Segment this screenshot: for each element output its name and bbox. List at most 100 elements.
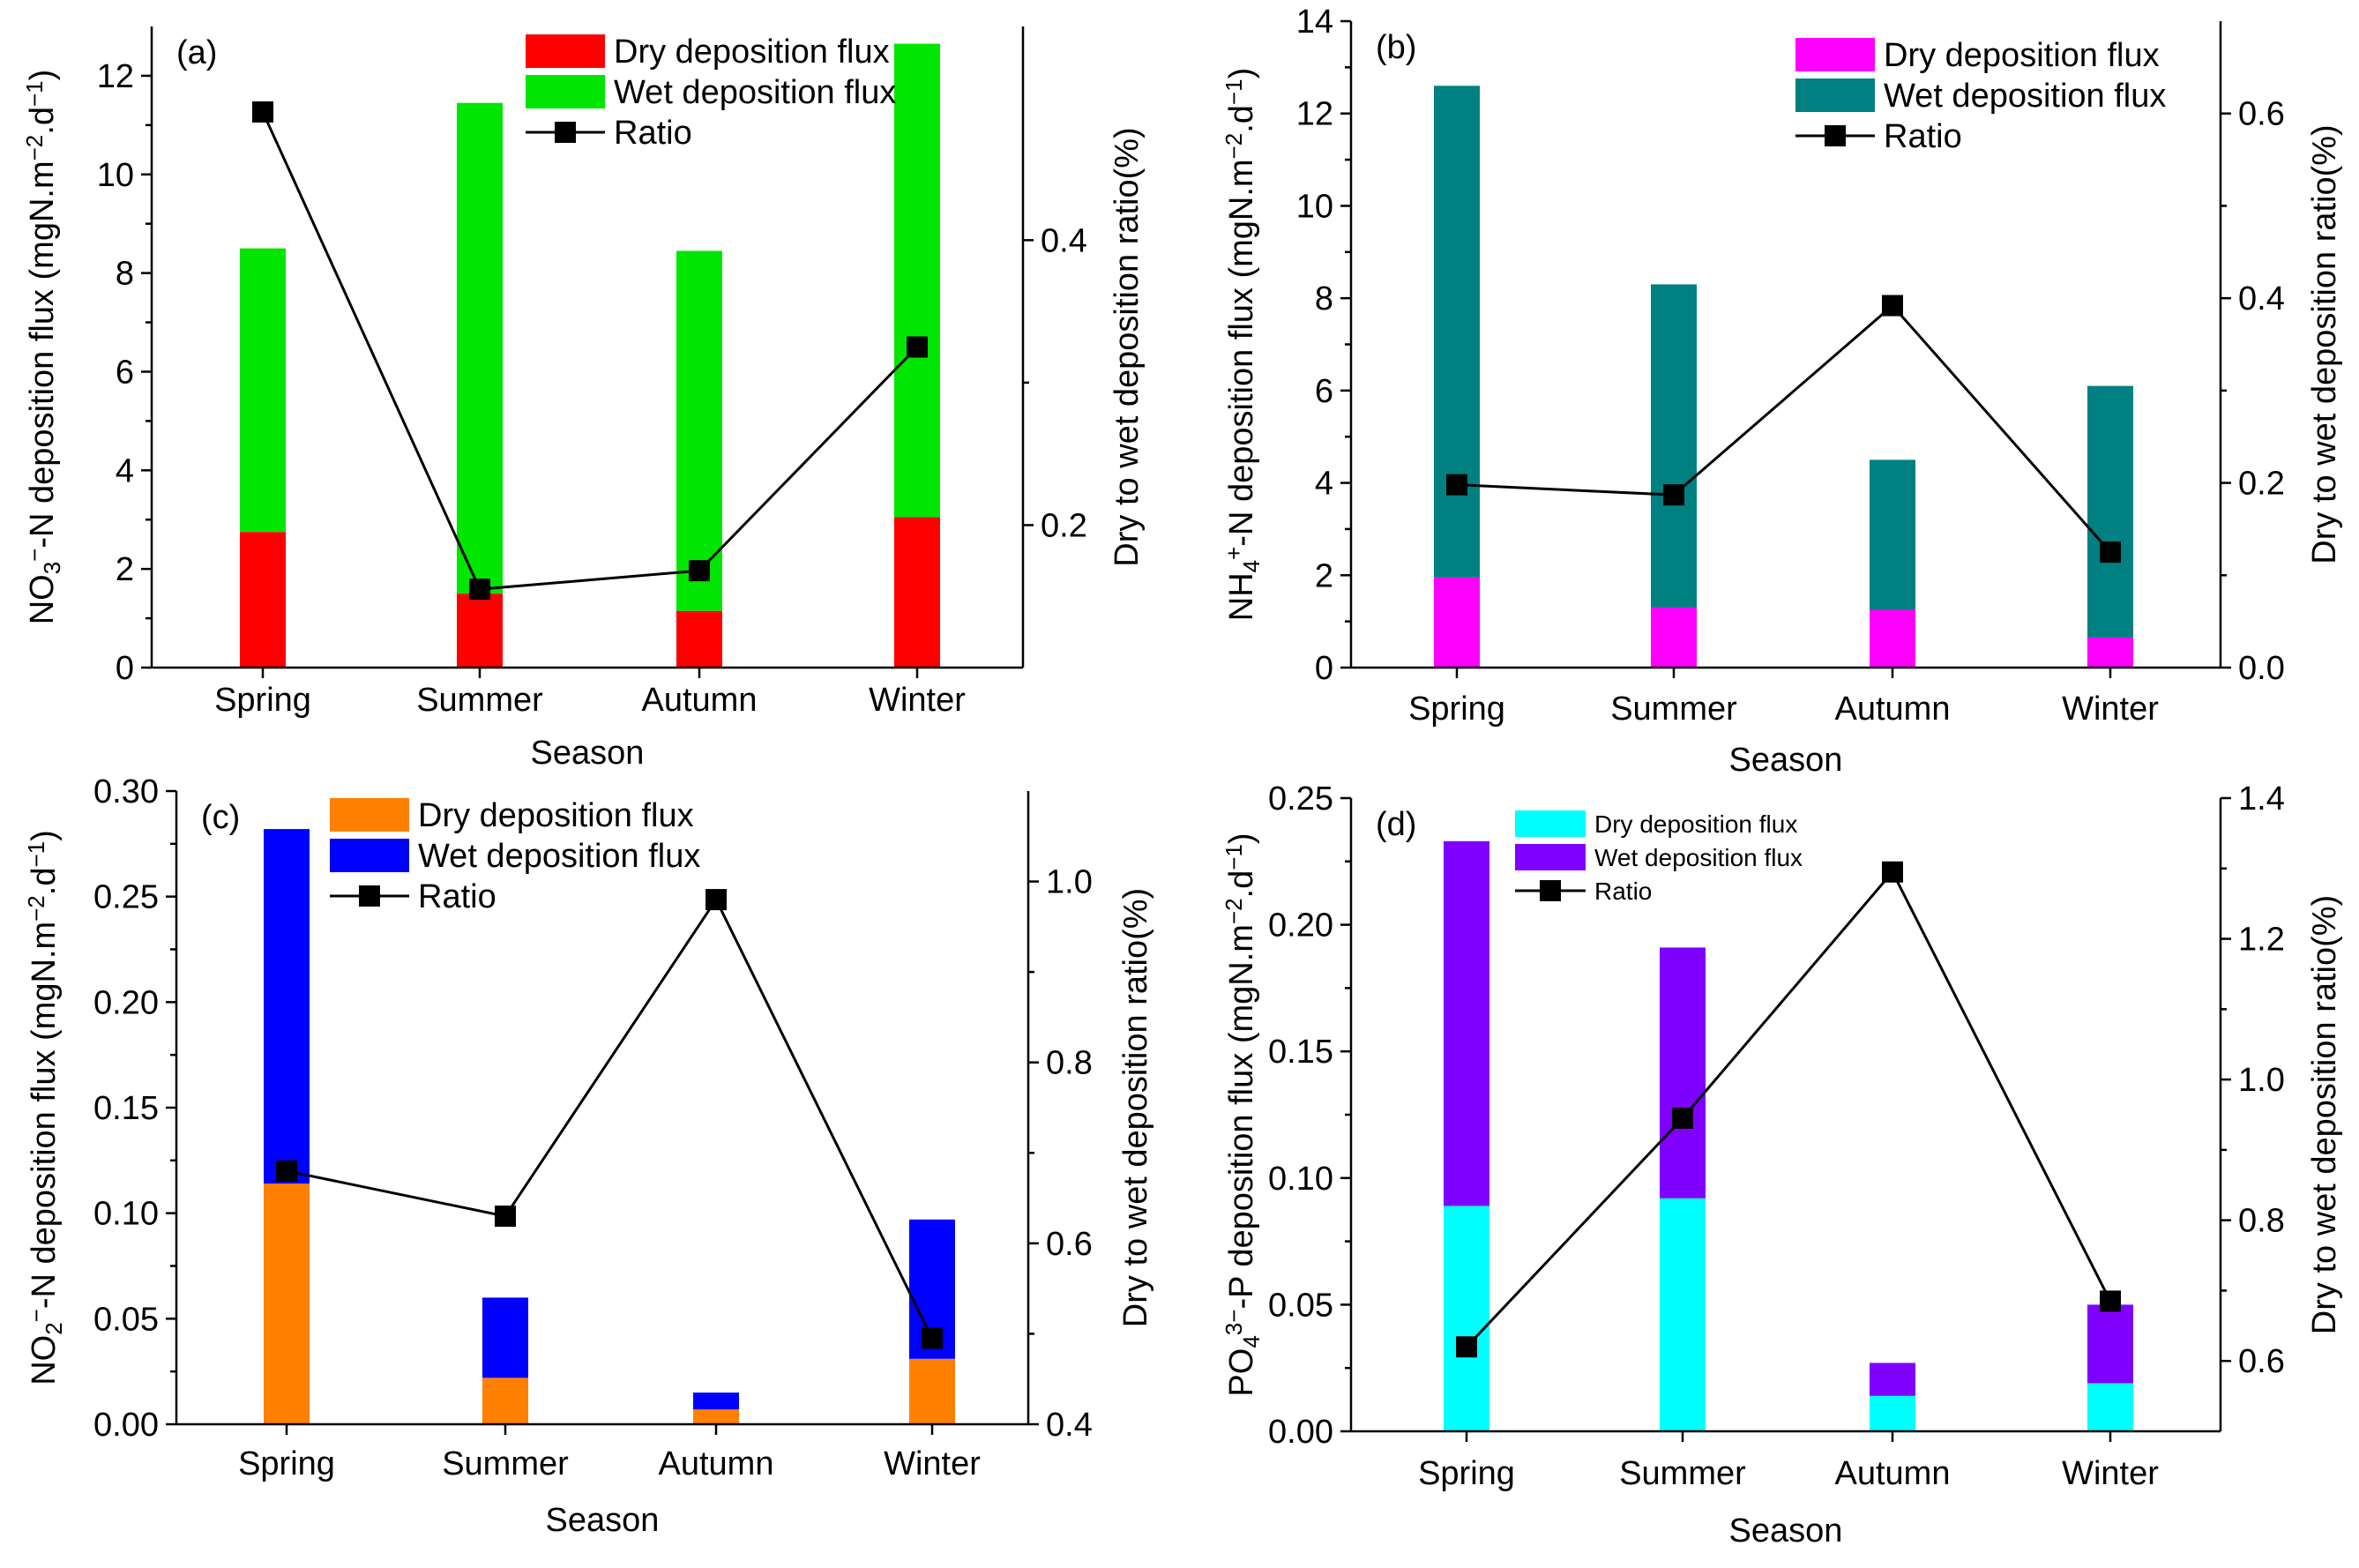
bar-wet-autumn — [1870, 1363, 1915, 1396]
y-tick-label: 0.15 — [1268, 1034, 1333, 1071]
bar-dry-spring — [1444, 1206, 1489, 1431]
bar-dry-spring — [1434, 577, 1480, 668]
ratio-marker-summer — [495, 1206, 516, 1228]
y-axis-title-sup3: −1 — [1221, 844, 1247, 870]
x-tick-label: Summer — [1619, 1455, 1746, 1492]
y-axis-title-mid: .d — [1223, 870, 1260, 899]
ratio-marker-winter — [922, 1327, 943, 1349]
bar-dry-autumn — [676, 610, 722, 668]
y-axis-title-end: ) — [24, 70, 61, 81]
ratio-marker-autumn — [705, 889, 727, 911]
x-tick-label: Autumn — [642, 682, 758, 719]
y2-tick-label: 0.4 — [1046, 1407, 1093, 1444]
y2-tick-label: 0.2 — [2238, 466, 2285, 503]
legend-swatch-dry — [1795, 38, 1875, 71]
y2-tick-label: 1.0 — [1046, 864, 1093, 901]
y-axis-title-mid: .d — [26, 868, 63, 896]
bar-dry-summer — [1651, 607, 1697, 668]
legend-swatch-dry — [526, 34, 605, 68]
ratio-marker-spring — [276, 1160, 297, 1182]
ratio-marker-spring — [1446, 474, 1467, 496]
x-axis-title: Season — [546, 1502, 660, 1539]
bar-dry-summer — [1660, 1198, 1706, 1431]
y-axis-title-sub: 4 — [1238, 560, 1265, 572]
legend-swatch-wet — [330, 839, 409, 872]
x-axis-title: Season — [1729, 1512, 1843, 1549]
x-tick-label: Summer — [1610, 691, 1737, 728]
legend-label-ratio: Ratio — [1884, 118, 1962, 155]
chart-panel-b: 0 2 4 6 8 10 12 14 0.0 0.2 0.4 0.6 Spring Summer Autum… — [1221, 4, 2343, 779]
y-axis-title-sup3: −1 — [23, 841, 49, 868]
x-tick-label: Spring — [238, 1445, 335, 1482]
y-axis-title-end: ) — [26, 830, 63, 841]
bar-dry-summer — [457, 594, 503, 668]
y-tick-label: 12 — [1296, 96, 1333, 133]
bar-dry-winter — [894, 517, 940, 668]
y-tick-label: 8 — [116, 256, 134, 293]
y-axis-title: NO2−-N deposition flux (mgN.m−2.d−1) — [23, 830, 66, 1385]
y2-axis-title: Dry to wet deposition ratio(%) — [2306, 895, 2343, 1334]
y-axis-title-sub: 3 — [39, 562, 65, 574]
y2-axis-title: Dry to wet deposition ratio(%) — [1109, 127, 1146, 566]
panel-label: (a) — [176, 34, 217, 71]
bar-wet-summer — [482, 1297, 528, 1378]
ratio-marker-summer — [1672, 1107, 1693, 1129]
bar-wet-winter — [2087, 1304, 2133, 1384]
y-tick-label: 0.20 — [93, 984, 159, 1021]
y-axis-title-post: -N deposition flux (mgN.m — [1223, 159, 1260, 546]
x-tick-label: Autumn — [659, 1445, 774, 1482]
y2-tick-label: 0.6 — [2238, 1343, 2285, 1380]
y-axis-title-sup3: −1 — [1221, 78, 1247, 105]
legend-ratio-marker — [555, 122, 576, 143]
legend-label-dry: Dry deposition flux — [614, 34, 890, 71]
bar-wet-spring — [1434, 86, 1480, 578]
y-tick-label: 0 — [1315, 650, 1333, 687]
y2-tick-label: 0.2 — [1041, 507, 1087, 544]
legend-label-wet: Wet deposition flux — [418, 838, 700, 875]
y-tick-label: 0.10 — [93, 1196, 159, 1233]
y-axis-title-pre: NO — [26, 1335, 63, 1385]
y-tick-label: 0.05 — [1268, 1287, 1333, 1324]
ratio-marker-spring — [1456, 1336, 1477, 1358]
y-axis-title-end: ) — [1223, 68, 1260, 79]
y-tick-label: 4 — [116, 452, 134, 489]
bar-dry-summer — [482, 1378, 528, 1424]
y-tick-label: 0.20 — [1268, 907, 1333, 945]
y-axis-title-sup: − — [21, 549, 48, 562]
y2-tick-label: 1.4 — [2238, 780, 2285, 818]
bar-wet-summer — [1660, 947, 1706, 1198]
y-tick-label: 14 — [1296, 4, 1333, 41]
legend-label-ratio: Ratio — [1594, 877, 1652, 905]
x-tick-label: Summer — [442, 1445, 569, 1482]
y-axis-title-mid: .d — [24, 107, 61, 135]
legend-swatch-wet — [526, 75, 605, 108]
bar-dry-winter — [2087, 1383, 2133, 1431]
y-axis-title-sup2: −2 — [23, 895, 49, 922]
ratio-line — [286, 897, 934, 1340]
y-axis-title: NH4+-N deposition flux (mgN.m−2.d−1) — [1221, 68, 1264, 621]
y2-tick-label: 0.0 — [2238, 650, 2285, 687]
y-axis-title-post: -N deposition flux (mgN.m — [24, 161, 61, 548]
ratio-marker-summer — [1663, 484, 1684, 506]
legend-swatch-wet — [1515, 844, 1586, 870]
ratio-marker-autumn — [1882, 295, 1903, 317]
ratio-marker-autumn — [1882, 861, 1903, 883]
bar-dry-spring — [240, 532, 286, 668]
legend-label-dry: Dry deposition flux — [418, 797, 694, 834]
y2-tick-label: 0.6 — [1046, 1226, 1093, 1263]
y2-tick-label: 1.0 — [2238, 1062, 2285, 1099]
x-tick-label: Winter — [869, 682, 966, 719]
x-tick-label: Winter — [884, 1445, 981, 1482]
chart-panel-c: 0.00 0.05 0.10 0.15 0.20 0.25 0.30 0.4 0.6 0.8 1.0… — [23, 773, 1154, 1539]
ratio-marker-autumn — [689, 560, 710, 582]
legend-label-wet: Wet deposition flux — [1594, 844, 1803, 871]
bar-dry-autumn — [1870, 609, 1915, 668]
chart-panel-d: 0.00 0.05 0.10 0.15 0.20 0.25 0.6 0.8 1.0 1.2 1.4 S… — [1221, 780, 2343, 1549]
legend-swatch-dry — [1515, 810, 1586, 837]
x-tick-label: Spring — [1408, 691, 1505, 728]
bar-dry-autumn — [1870, 1395, 1915, 1431]
y-tick-label: 2 — [116, 551, 134, 588]
